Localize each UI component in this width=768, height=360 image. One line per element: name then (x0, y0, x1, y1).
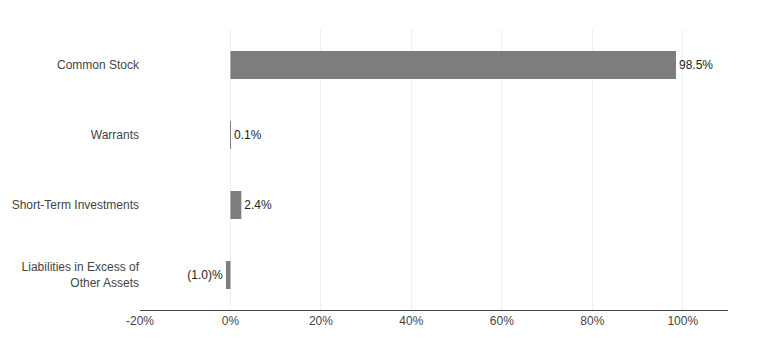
svg-text:(1.0)%: (1.0)% (187, 268, 223, 282)
svg-text:Warrants: Warrants (91, 128, 139, 142)
svg-text:80%: 80% (580, 314, 604, 328)
svg-text:98.5%: 98.5% (679, 58, 713, 72)
svg-text:2.4%: 2.4% (244, 198, 272, 212)
svg-text:Short-Term Investments: Short-Term Investments (12, 198, 139, 212)
svg-text:0.1%: 0.1% (234, 128, 262, 142)
svg-text:0%: 0% (222, 314, 240, 328)
svg-text:100%: 100% (667, 314, 698, 328)
svg-text:Common Stock: Common Stock (57, 58, 140, 72)
svg-text:40%: 40% (399, 314, 423, 328)
svg-text:60%: 60% (490, 314, 514, 328)
svg-text:-20%: -20% (126, 314, 154, 328)
svg-text:Liabilities in Excess ofOther: Liabilities in Excess ofOther Assets (22, 260, 140, 290)
svg-text:20%: 20% (309, 314, 333, 328)
